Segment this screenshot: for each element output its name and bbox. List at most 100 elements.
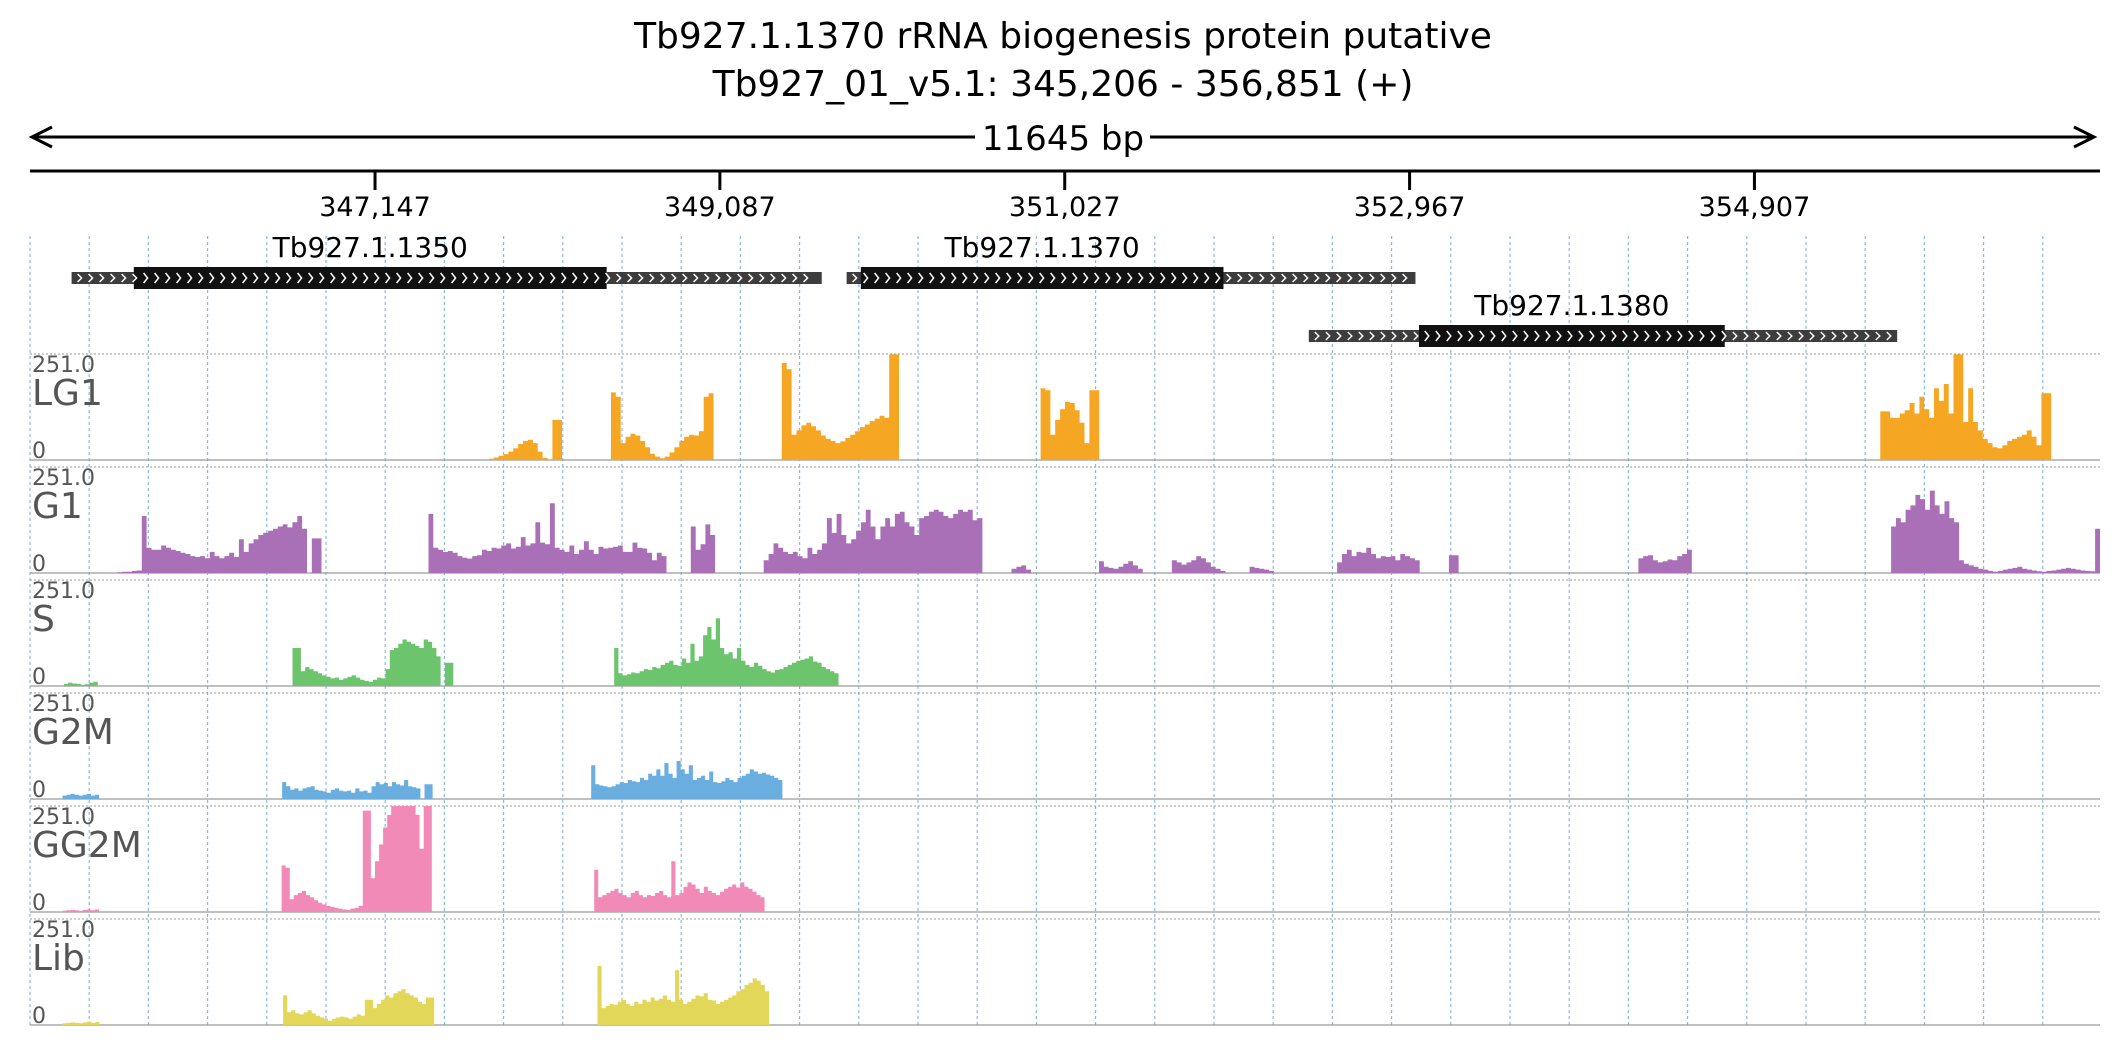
- track-name: G2M: [32, 712, 114, 753]
- strand-chevron: [1743, 331, 1749, 341]
- coordinate-ticks: 347,147 349,087 351,027 352,967 354,907: [319, 171, 1810, 223]
- strand-chevron: [748, 273, 754, 283]
- strand-chevron: [1468, 330, 1474, 342]
- strand-chevron: [1347, 331, 1353, 341]
- strand-chevron: [1347, 273, 1353, 283]
- strand-chevron: [1017, 272, 1023, 284]
- strand-chevron: [1314, 331, 1320, 341]
- strand-chevron: [1512, 330, 1518, 342]
- strand-chevron: [1798, 331, 1804, 341]
- strand-chevron: [984, 272, 990, 284]
- strand-chevron: [627, 273, 633, 283]
- strand-chevron: [605, 272, 611, 284]
- strand-chevron: [1776, 331, 1782, 341]
- strand-chevron: [1127, 272, 1133, 284]
- strand-chevron: [132, 273, 138, 283]
- strand-chevron: [1259, 273, 1265, 283]
- strand-chevron: [539, 272, 545, 284]
- strand-chevron: [231, 272, 237, 284]
- gene-label: Tb927.1.1350: [272, 231, 468, 264]
- figure-location: Tb927_01_v5.1: 345,206 - 356,851 (+): [712, 64, 1414, 105]
- strand-chevron: [572, 272, 578, 284]
- track-name: Lib: [32, 938, 85, 979]
- tick-label: 354,907: [1699, 192, 1811, 223]
- length-label: 11645 bp: [982, 119, 1144, 159]
- strand-chevron: [297, 272, 303, 284]
- strand-chevron: [594, 272, 600, 284]
- strand-chevron: [1336, 273, 1342, 283]
- length-arrow: 11645 bp: [28, 119, 2098, 159]
- strand-chevron: [660, 273, 666, 283]
- strand-chevron: [852, 273, 858, 283]
- strand-chevron: [264, 272, 270, 284]
- strand-chevron: [484, 272, 490, 284]
- strand-chevron: [1204, 272, 1210, 284]
- strand-chevron: [1424, 330, 1430, 342]
- strand-chevron: [165, 272, 171, 284]
- strand-chevron: [154, 272, 160, 284]
- strand-chevron: [1292, 273, 1298, 283]
- strand-chevron: [1831, 331, 1837, 341]
- strand-chevron: [1611, 330, 1617, 342]
- strand-chevron: [308, 272, 314, 284]
- strand-chevron: [1435, 330, 1441, 342]
- tick-label: 349,087: [664, 192, 776, 223]
- strand-chevron: [1600, 330, 1606, 342]
- length-arrow-left-head: [28, 125, 53, 149]
- strand-chevron: [385, 272, 391, 284]
- strand-chevron: [253, 272, 259, 284]
- length-arrow-right-head: [2073, 125, 2098, 149]
- strand-chevron: [1809, 331, 1815, 341]
- strand-chevron: [616, 273, 622, 283]
- strand-chevron: [1479, 330, 1485, 342]
- track-name: LG1: [32, 373, 103, 414]
- strand-chevron: [1050, 272, 1056, 284]
- strand-chevron: [1193, 272, 1199, 284]
- strand-chevron: [1105, 272, 1111, 284]
- strand-chevron: [209, 272, 215, 284]
- strand-chevron: [374, 272, 380, 284]
- strand-chevron: [1171, 272, 1177, 284]
- strand-chevron: [1666, 330, 1672, 342]
- strand-chevron: [1303, 273, 1309, 283]
- track-name: GG2M: [32, 825, 142, 866]
- strand-chevron: [896, 272, 902, 284]
- gene-label: Tb927.1.1370: [944, 231, 1140, 264]
- strand-chevron: [1578, 330, 1584, 342]
- tick-label: 352,967: [1354, 192, 1466, 223]
- coverage-area-s: [30, 618, 2100, 686]
- strand-chevron: [962, 272, 968, 284]
- strand-chevron: [1358, 273, 1364, 283]
- strand-chevron: [110, 273, 116, 283]
- strand-chevron: [1457, 330, 1463, 342]
- strand-chevron: [506, 272, 512, 284]
- strand-chevron: [1567, 330, 1573, 342]
- strand-chevron: [1380, 331, 1386, 341]
- track-ymin-label: 0: [32, 439, 46, 464]
- strand-chevron: [1589, 330, 1595, 342]
- strand-chevron: [1699, 330, 1705, 342]
- strand-chevron: [1314, 273, 1320, 283]
- strand-chevron: [1391, 273, 1397, 283]
- strand-chevron: [341, 272, 347, 284]
- strand-chevron: [726, 273, 732, 283]
- track-name: G1: [32, 486, 83, 527]
- strand-chevron: [1545, 330, 1551, 342]
- strand-chevron: [995, 272, 1001, 284]
- strand-chevron: [1402, 273, 1408, 283]
- track-s: 251.0S 0: [30, 579, 2100, 690]
- strand-chevron: [770, 273, 776, 283]
- strand-chevron: [1028, 272, 1034, 284]
- strand-chevron: [1864, 331, 1870, 341]
- strand-chevron: [1006, 272, 1012, 284]
- strand-chevron: [1677, 330, 1683, 342]
- strand-chevron: [863, 272, 869, 284]
- strand-chevron: [473, 272, 479, 284]
- track-ymax-label: 251.0: [32, 579, 95, 604]
- strand-chevron: [649, 273, 655, 283]
- tick-label: 351,027: [1009, 192, 1121, 223]
